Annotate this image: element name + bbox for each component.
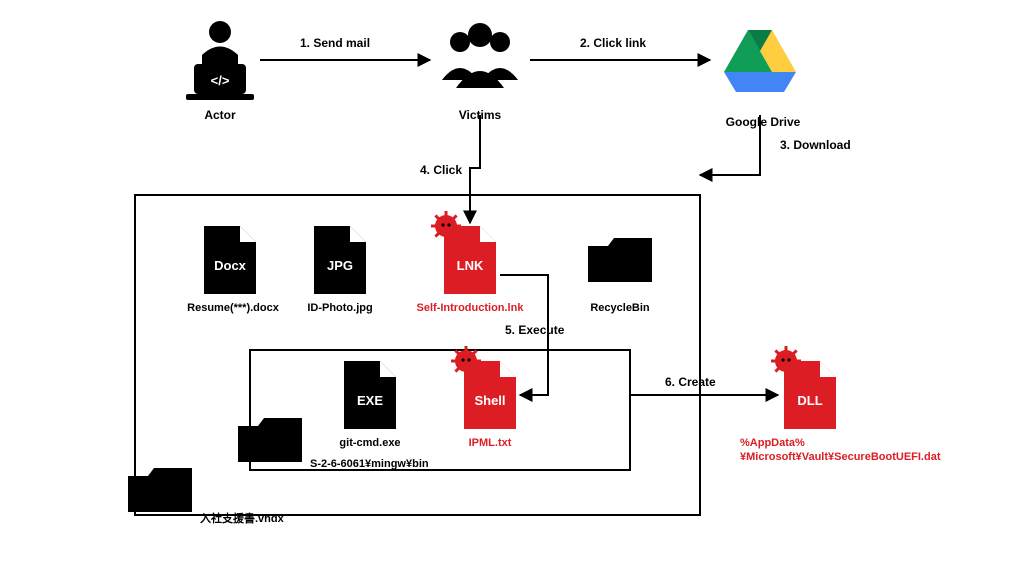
exe-file-icon: EXE [344, 361, 396, 429]
google-drive-icon [724, 30, 796, 92]
svg-text:EXE: EXE [357, 393, 383, 408]
edge1-label: 1. Send mail [300, 36, 370, 50]
actor-icon: </> [186, 21, 254, 100]
edge3-label: 3. Download [780, 138, 851, 152]
svg-text:Docx: Docx [214, 258, 247, 273]
exe-caption: git-cmd.exe [330, 437, 410, 449]
gdrive-label: Google Drive [718, 115, 808, 129]
inner-box [250, 350, 630, 470]
folder-vhdx-caption: 入社支援書.vhdx [200, 510, 350, 526]
jpg-caption: ID-Photo.jpg [300, 302, 380, 314]
jpg-file-icon: JPG [314, 226, 366, 294]
svg-text:JPG: JPG [327, 258, 353, 273]
edge5-label: 5. Execute [505, 323, 564, 337]
edge6-label: 6. Create [665, 375, 716, 389]
docx-caption: Resume(***).docx [178, 302, 288, 314]
actor-label: Actor [190, 108, 250, 122]
edge4-label: 4. Click [420, 163, 462, 177]
shell-caption: IPML.txt [455, 437, 525, 449]
recyclebin-folder-icon [588, 238, 652, 282]
svg-text:Shell: Shell [474, 393, 505, 408]
dll-caption: %AppData%¥Microsoft¥Vault¥SecureBootUEFI… [740, 437, 900, 465]
victims-icon [442, 23, 518, 88]
shell-file-icon: Shell [451, 346, 516, 429]
recycle-caption: RecycleBin [585, 302, 655, 314]
svg-text:DLL: DLL [797, 393, 822, 408]
lnk-caption: Self-Introduction.lnk [410, 302, 530, 314]
dll-file-icon: DLL [771, 346, 836, 429]
folder-bin-caption: S-2-6-6061¥mingw¥bin [310, 458, 480, 470]
bin-folder-icon [238, 418, 302, 462]
edge2-label: 2. Click link [580, 36, 646, 50]
victims-label: Victims [450, 108, 510, 122]
svg-text:LNK: LNK [457, 258, 484, 273]
edge-e4 [470, 115, 480, 223]
vhdx-folder-icon [128, 468, 192, 512]
lnk-file-icon: LNK [431, 211, 496, 294]
svg-text:</>: </> [211, 73, 230, 88]
docx-file-icon: Docx [204, 226, 256, 294]
